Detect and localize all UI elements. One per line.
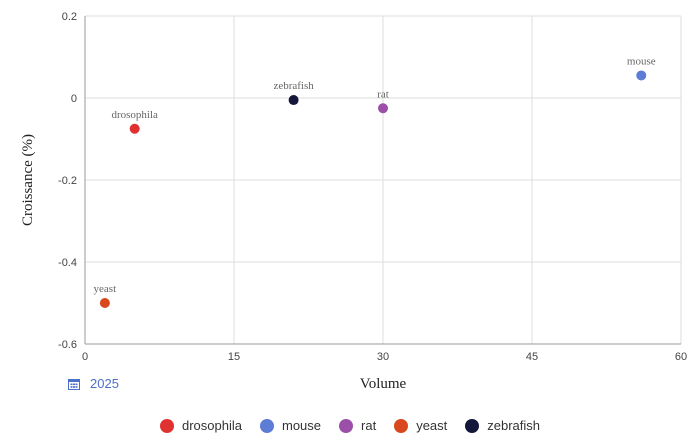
legend-swatch (159, 418, 174, 433)
data-point-zebrafish (288, 95, 299, 106)
data-point-mouse (636, 70, 647, 81)
axes (84, 16, 681, 345)
legend-label: rat (361, 418, 377, 433)
y-tick-label: 0.2 (62, 11, 77, 23)
legend-label: yeast (416, 418, 448, 433)
legend-swatch (394, 418, 409, 433)
legend-label: mouse (281, 418, 322, 433)
legend-swatch (339, 418, 354, 433)
legend-item-yeast[interactable]: yeast (394, 418, 447, 433)
point-label-zebrafish: zebrafish (273, 80, 314, 92)
x-tick-label: 45 (526, 351, 538, 363)
legend-swatch (465, 418, 480, 433)
x-axis-title: Volume (360, 376, 407, 392)
point-label-rat: rat (377, 88, 389, 100)
y-axis-title: Croissance (%) (20, 134, 36, 226)
point-label-mouse: mouse (627, 55, 656, 67)
y-tick-label: -0.2 (58, 175, 77, 187)
legend-label: zebrafish (487, 418, 541, 433)
y-tick-label: 0 (71, 93, 77, 105)
x-tick-label: 0 (82, 351, 88, 363)
period-selector[interactable]: 2025 (68, 376, 119, 391)
data-points: drosophila mouse rat yeast zebrafish (94, 55, 656, 308)
calendar-icon (68, 378, 80, 390)
point-label-drosophila: drosophila (111, 109, 158, 121)
data-point-drosophila (129, 123, 140, 134)
legend-item-zebrafish[interactable]: zebrafish (465, 418, 540, 433)
point-label-yeast: yeast (94, 283, 117, 295)
period-label: 2025 (90, 376, 119, 391)
data-point-rat (378, 103, 388, 114)
x-tick-label: 30 (377, 351, 389, 363)
tick-labels: 0 15 30 45 60 0.2 0 -0.2 -0.4 -0.6 (58, 11, 687, 363)
x-tick-label: 60 (675, 351, 687, 363)
x-tick-label: 15 (228, 351, 240, 363)
legend-item-mouse[interactable]: mouse (259, 418, 322, 433)
legend-item-drosophila[interactable]: drosophila (159, 418, 242, 433)
y-tick-label: -0.6 (58, 339, 77, 351)
legend-label: drosophila (181, 418, 242, 433)
legend-swatch (259, 418, 274, 433)
grid (85, 15, 682, 344)
data-point-yeast (99, 298, 110, 308)
legend-item-rat[interactable]: rat (339, 418, 376, 433)
y-tick-label: -0.4 (58, 257, 77, 269)
legend: drosophila mouse rat yeast zebrafish (0, 418, 700, 433)
